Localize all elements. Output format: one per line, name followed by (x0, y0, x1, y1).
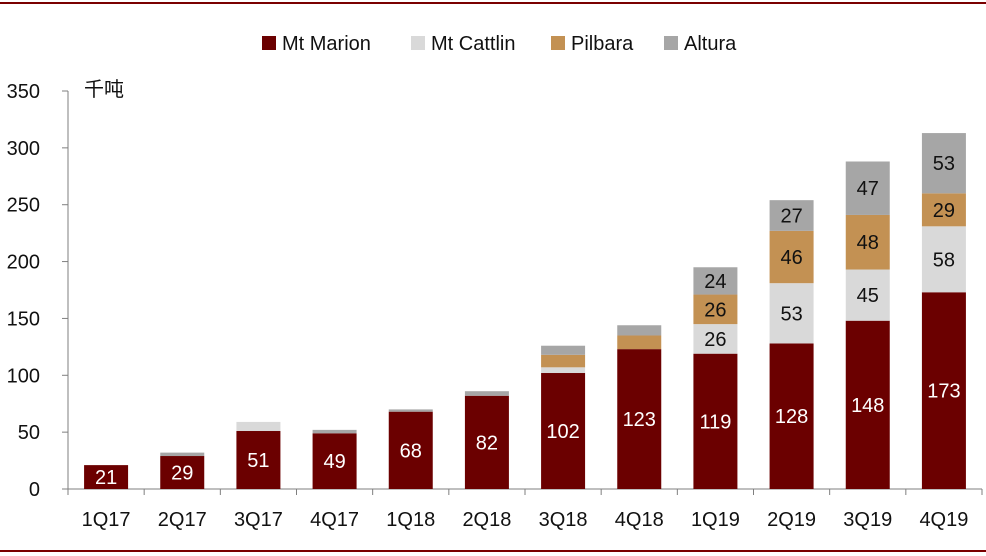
bar-segment-mt-marion (617, 349, 662, 489)
x-tick-label: 1Q19 (691, 509, 740, 531)
data-label: 102 (546, 421, 579, 443)
data-label: 119 (699, 411, 731, 433)
data-label: 53 (780, 303, 802, 325)
bar-segment-altura (388, 409, 433, 412)
x-tick-label: 2Q17 (158, 509, 207, 531)
bar-segment-mt-cattlin (769, 283, 814, 344)
legend-label: Altura (684, 33, 737, 55)
data-label: 27 (780, 206, 802, 228)
data-label: 49 (323, 451, 345, 473)
data-label: 45 (857, 285, 879, 307)
x-tick-label: 2Q19 (767, 509, 816, 531)
y-tick-label: 150 (7, 308, 40, 330)
data-label: 24 (704, 271, 726, 293)
x-tick-label: 4Q18 (615, 509, 664, 531)
bar-segment-altura (845, 161, 890, 215)
x-tick-label: 3Q19 (843, 509, 892, 531)
y-tick-label: 250 (7, 195, 40, 217)
data-label: 29 (171, 463, 193, 485)
bar-segment-altura (312, 429, 357, 434)
bar-segment-mt-marion (236, 431, 281, 489)
y-tick-label: 100 (7, 365, 40, 387)
data-label: 82 (476, 432, 498, 454)
x-tick-label: 3Q18 (539, 509, 588, 531)
bottom-border (0, 550, 986, 552)
bar-segment-mt-cattlin (693, 324, 738, 354)
data-label: 26 (704, 329, 726, 351)
data-label: 26 (704, 299, 726, 321)
data-label: 48 (857, 232, 879, 254)
legend-label: Pilbara (571, 33, 634, 55)
bar-segment-mt-marion (769, 343, 814, 489)
data-label: 53 (933, 153, 955, 175)
bar-segment-altura (617, 325, 662, 336)
bar-segment-mt-marion (541, 373, 586, 489)
data-label: 58 (933, 249, 955, 271)
y-axis: 0 50 100 150 200 250 300 350 (7, 81, 69, 501)
bar-segment-mt-cattlin (921, 226, 966, 293)
bar-segment-mt-marion (464, 395, 509, 489)
bar-segment-pilbara (693, 294, 738, 325)
x-tick-label: 4Q17 (310, 509, 359, 531)
bar-segment-mt-marion (693, 353, 738, 489)
data-label: 68 (400, 440, 422, 462)
legend-label: Mt Marion (282, 33, 371, 55)
bar-segment-pilbara (617, 335, 662, 350)
bar-segment-pilbara (541, 354, 586, 368)
bar-segment-altura (693, 267, 738, 295)
legend-swatch-altura (664, 36, 678, 50)
x-axis: 1Q17 2Q17 3Q17 4Q17 1Q18 2Q18 3Q18 4Q18 1Q19 2Q19… (67, 488, 983, 531)
bar-segment-mt-cattlin (236, 421, 281, 432)
data-label: 46 (780, 247, 802, 269)
data-label: 148 (851, 395, 884, 417)
bar-segment-mt-marion (160, 456, 205, 489)
bar-segment-altura (160, 452, 205, 457)
bar-segment-mt-marion (921, 292, 966, 489)
bars: 21 29 51 49 68 82 102 123 119 26 26 24 128 53 46 27 148 4… (84, 133, 966, 489)
x-tick-label: 1Q17 (82, 509, 131, 531)
bar-segment-mt-cattlin (541, 367, 586, 374)
bar-segment-mt-marion (388, 411, 433, 489)
y-tick-label: 300 (7, 138, 40, 160)
bar-segment-altura (921, 133, 966, 194)
data-label: 47 (857, 178, 879, 200)
bar-segment-pilbara (921, 193, 966, 227)
data-label: 21 (95, 467, 117, 489)
data-label: 29 (933, 200, 955, 222)
bar-segment-altura (464, 391, 509, 396)
bar-segment-pilbara (769, 230, 814, 284)
bar-segment-altura (769, 200, 814, 231)
bar-segment-mt-cattlin (845, 269, 890, 321)
bar-segment-mt-marion (84, 465, 129, 489)
data-label: 173 (927, 381, 960, 403)
x-tick-label: 2Q18 (462, 509, 511, 531)
data-label: 123 (623, 409, 656, 431)
legend-swatch-pilbara (551, 36, 565, 50)
top-border (0, 2, 986, 4)
y-axis-unit-label: 千吨 (84, 77, 124, 101)
data-label: 128 (775, 406, 808, 428)
legend-label: Mt Cattlin (431, 33, 515, 55)
bar-segment-altura (541, 345, 586, 355)
legend-swatch-mt-cattlin (411, 36, 425, 50)
bar-segment-pilbara (845, 214, 890, 270)
legend-swatch-mt-marion (262, 36, 276, 50)
x-tick-label: 1Q18 (386, 509, 435, 531)
data-label: 51 (247, 450, 269, 472)
y-tick-label: 200 (7, 252, 40, 274)
y-tick-label: 50 (18, 422, 40, 444)
x-tick-label: 4Q19 (919, 509, 968, 531)
bar-segment-mt-marion (312, 433, 357, 489)
y-tick-label: 350 (7, 81, 40, 103)
y-tick-label: 0 (29, 479, 40, 501)
bar-segment-mt-marion (845, 320, 890, 489)
x-tick-label: 3Q17 (234, 509, 283, 531)
legend: Mt Marion Mt Cattlin Pilbara Altura (262, 33, 737, 55)
